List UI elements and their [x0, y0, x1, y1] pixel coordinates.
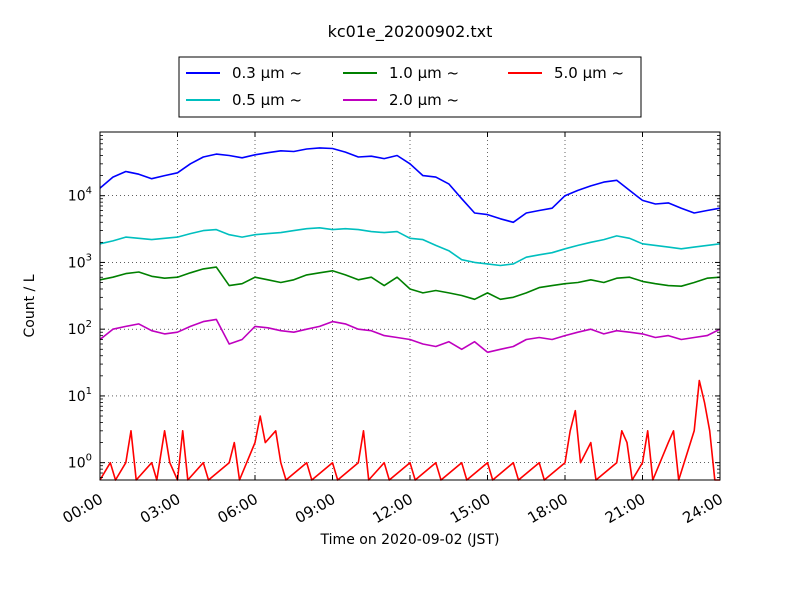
- legend-label: 5.0 µm ~: [554, 64, 624, 82]
- y-tick-label: 103: [68, 252, 92, 271]
- y-tick-label: 102: [68, 319, 92, 338]
- legend-box: [178, 56, 642, 118]
- y-tick-label-exponent: 0: [86, 453, 92, 464]
- y-tick-label-exponent: 1: [86, 386, 92, 397]
- legend-label: 0.3 µm ~: [232, 64, 302, 82]
- x-tick-labels: 00:00 03:00 06:00 09:00 12:00 15:00 18:00 21:00…: [60, 490, 726, 527]
- y-tick-label: 100: [68, 453, 92, 472]
- series-line-2: [99, 227, 721, 267]
- ticks: [99, 131, 721, 480]
- x-tick-label: 09:00: [292, 490, 338, 527]
- series-line-1: [99, 147, 721, 224]
- y-tick-label-exponent: 3: [86, 252, 92, 263]
- legend-items: 0.3 µm ~ 0.5 µm ~ 1.0 µm ~ 2.0 µm ~ 5.0 µm ~: [186, 64, 624, 109]
- y-axis-label: Count / L: [22, 274, 38, 337]
- x-axis-label: Time on 2020-09-02 (JST): [320, 532, 500, 548]
- y-tick-label: 101: [68, 386, 92, 405]
- legend-label: 2.0 µm ~: [389, 91, 459, 109]
- x-tick-label: 06:00: [215, 490, 261, 527]
- x-tick-label: 00:00: [60, 490, 106, 527]
- gridlines: [99, 132, 721, 480]
- series-line-4: [99, 318, 721, 354]
- legend: 0.3 µm ~ 0.5 µm ~ 1.0 µm ~ 2.0 µm ~ 5.0 µm ~: [178, 56, 642, 118]
- x-tick-label: 24:00: [680, 490, 726, 527]
- x-tick-label: 21:00: [602, 490, 648, 527]
- y-tick-label-exponent: 2: [86, 319, 92, 330]
- series-line-3: [99, 266, 721, 301]
- y-tick-label: 104: [68, 186, 92, 205]
- chart-title: kc01e_20200902.txt: [328, 22, 493, 42]
- x-tick-label: 03:00: [137, 490, 183, 527]
- legend-label: 1.0 µm ~: [389, 64, 459, 82]
- x-tick-label: 12:00: [370, 490, 416, 527]
- x-tick-label: 15:00: [447, 490, 493, 527]
- y-tick-label-exponent: 4: [86, 186, 92, 197]
- series-line-5: [99, 379, 720, 481]
- legend-label: 0.5 µm ~: [232, 91, 302, 109]
- series-group: [99, 147, 721, 481]
- x-tick-label: 18:00: [525, 490, 571, 527]
